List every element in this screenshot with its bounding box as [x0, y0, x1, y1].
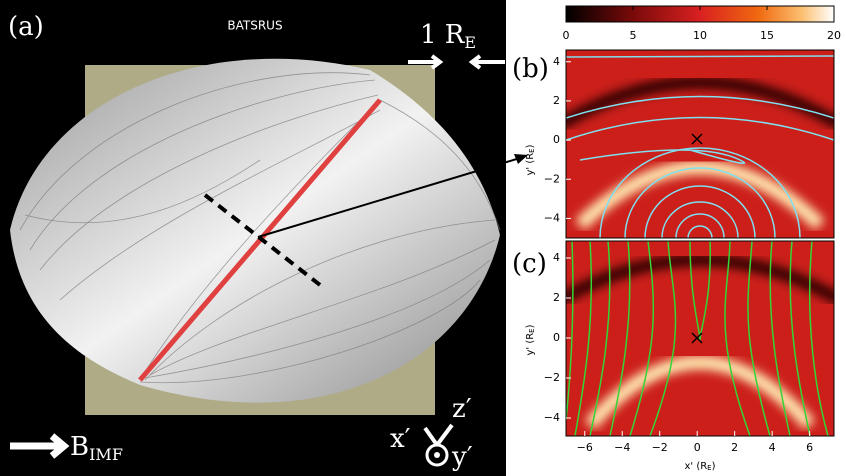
panel-label: (c)	[512, 249, 547, 279]
tick-label: 10	[693, 29, 707, 42]
axis-y: y′	[451, 442, 473, 472]
label-end: )	[525, 324, 536, 328]
tick-label: 4	[553, 55, 560, 68]
title: BATSRUS	[227, 19, 282, 33]
x-axis-label: x' (RE)	[684, 461, 715, 472]
tick-label: −6	[577, 441, 593, 454]
tick-label: 15	[760, 29, 774, 42]
axis-x: x′	[390, 424, 411, 454]
y-axis-label: y' (RE)	[525, 324, 536, 355]
panel-label: (b)	[512, 54, 549, 84]
panel-c-map	[560, 241, 840, 436]
panel-b-map	[560, 50, 840, 238]
tick-label: 4	[553, 251, 560, 264]
tick-label: 20	[827, 29, 841, 42]
tick-label: −4	[544, 411, 560, 424]
label-main: y' (R	[525, 153, 536, 176]
tick-label: 4	[769, 441, 776, 454]
tick-label: −2	[544, 371, 560, 384]
tick-label: 2	[553, 291, 560, 304]
tick-label: −2	[544, 172, 560, 185]
label-main: y' (R	[525, 333, 536, 356]
tick-label: 0	[694, 441, 701, 454]
y-axis-dot	[434, 452, 440, 458]
axis-z: z′	[452, 394, 472, 424]
tick-label: 0	[553, 133, 560, 146]
tick-label: 2	[553, 94, 560, 107]
tick-label: −4	[614, 441, 630, 454]
tick-label: −4	[544, 211, 560, 224]
field-sub: IMF	[89, 445, 123, 464]
scale-sub: E	[464, 33, 476, 52]
tick-label: 5	[630, 29, 637, 42]
tick-label: 2	[731, 441, 738, 454]
y-axis-label: y' (RE)	[525, 144, 536, 175]
field-main: B	[70, 432, 89, 462]
tick-label: 6	[806, 441, 813, 454]
label-end: )	[712, 461, 716, 472]
panel-label: (a)	[8, 12, 44, 42]
label-end: )	[525, 144, 536, 148]
figure: (a) BATSRUS 1 RE BIMF x′ z′ y′ (b) y' (R…	[0, 0, 846, 476]
tick-label: −2	[652, 441, 668, 454]
tick-label: 0	[563, 29, 570, 42]
scale-main: 1 R	[420, 20, 466, 50]
tick-label: 0	[553, 331, 560, 344]
label-main: x' (R	[684, 461, 707, 472]
